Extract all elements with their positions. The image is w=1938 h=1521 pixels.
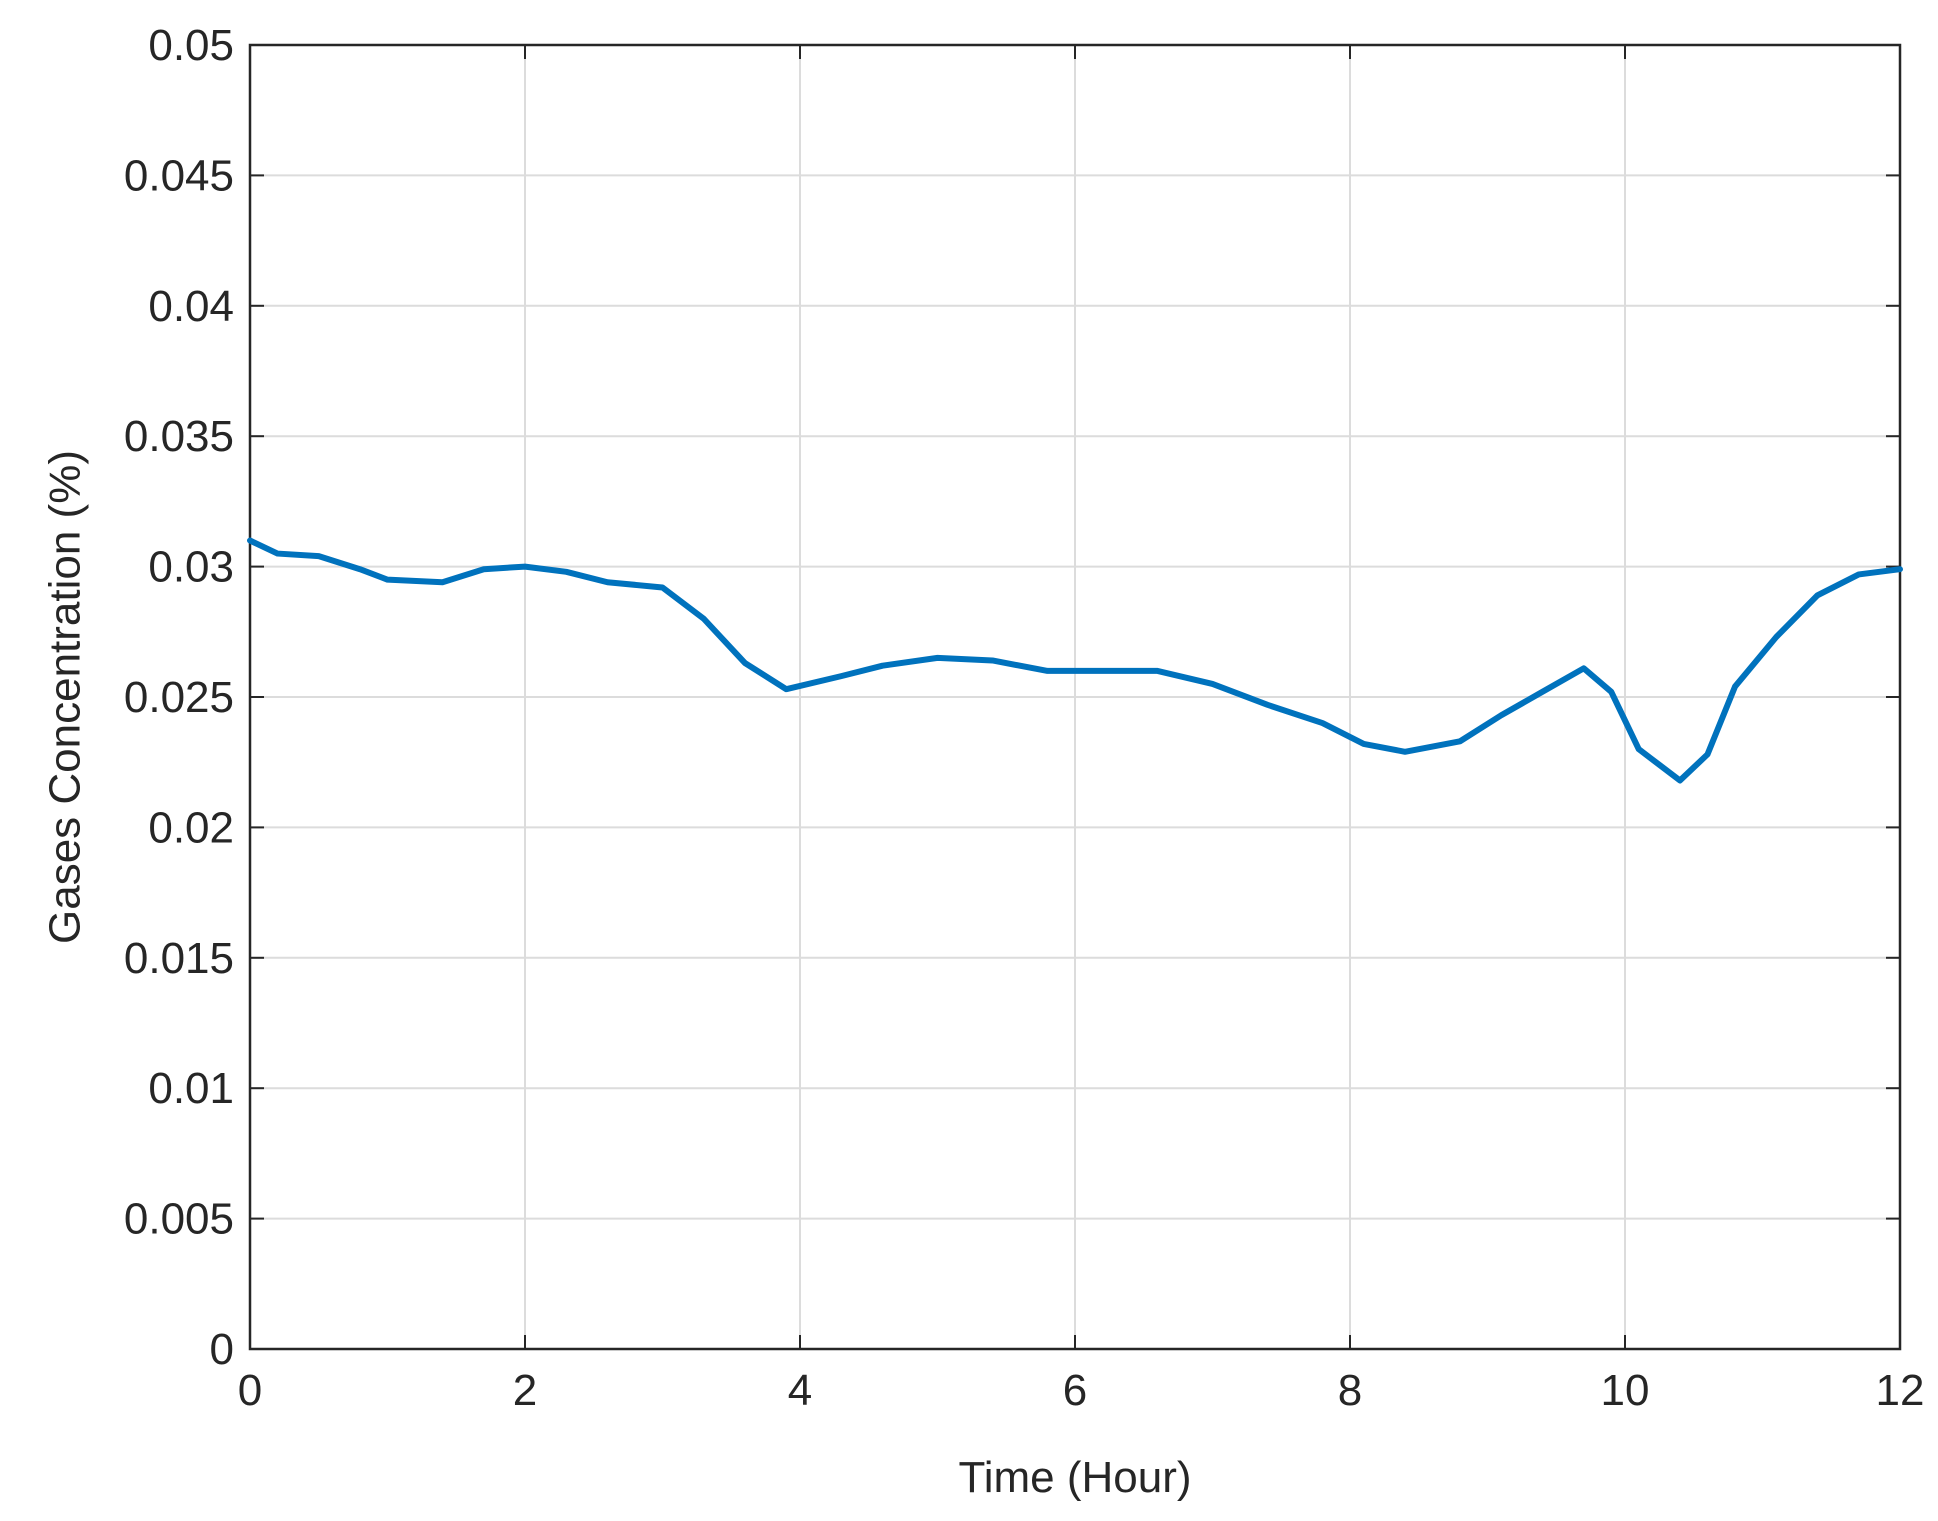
y-tick-label: 0.025 bbox=[124, 673, 234, 722]
y-tick-label: 0 bbox=[210, 1325, 234, 1374]
x-tick-label: 10 bbox=[1601, 1366, 1650, 1415]
data-line bbox=[247, 537, 1903, 784]
y-tick-label: 0.03 bbox=[148, 543, 234, 592]
y-tick-label: 0.035 bbox=[124, 412, 234, 461]
y-tick-label: 0.015 bbox=[124, 934, 234, 983]
x-tick-label: 12 bbox=[1876, 1366, 1925, 1415]
x-tick-label: 2 bbox=[513, 1366, 537, 1415]
y-tick-label: 0.01 bbox=[148, 1064, 234, 1113]
x-tick-label: 8 bbox=[1338, 1366, 1362, 1415]
y-tick-label: 0.005 bbox=[124, 1195, 234, 1244]
y-tick-label: 0.04 bbox=[148, 282, 234, 331]
plot-frame bbox=[248, 43, 1902, 1351]
y-axis-label: Gases Concentration (%) bbox=[41, 450, 90, 944]
y-tick-label: 0.045 bbox=[124, 151, 234, 200]
x-tick-label: 6 bbox=[1063, 1366, 1087, 1415]
x-axis-label: Time (Hour) bbox=[958, 1453, 1191, 1502]
x-tick-label: 0 bbox=[238, 1366, 262, 1415]
x-tick-label: 4 bbox=[788, 1366, 812, 1415]
y-tick-label: 0.05 bbox=[148, 21, 234, 70]
y-tick-label: 0.02 bbox=[148, 803, 234, 852]
